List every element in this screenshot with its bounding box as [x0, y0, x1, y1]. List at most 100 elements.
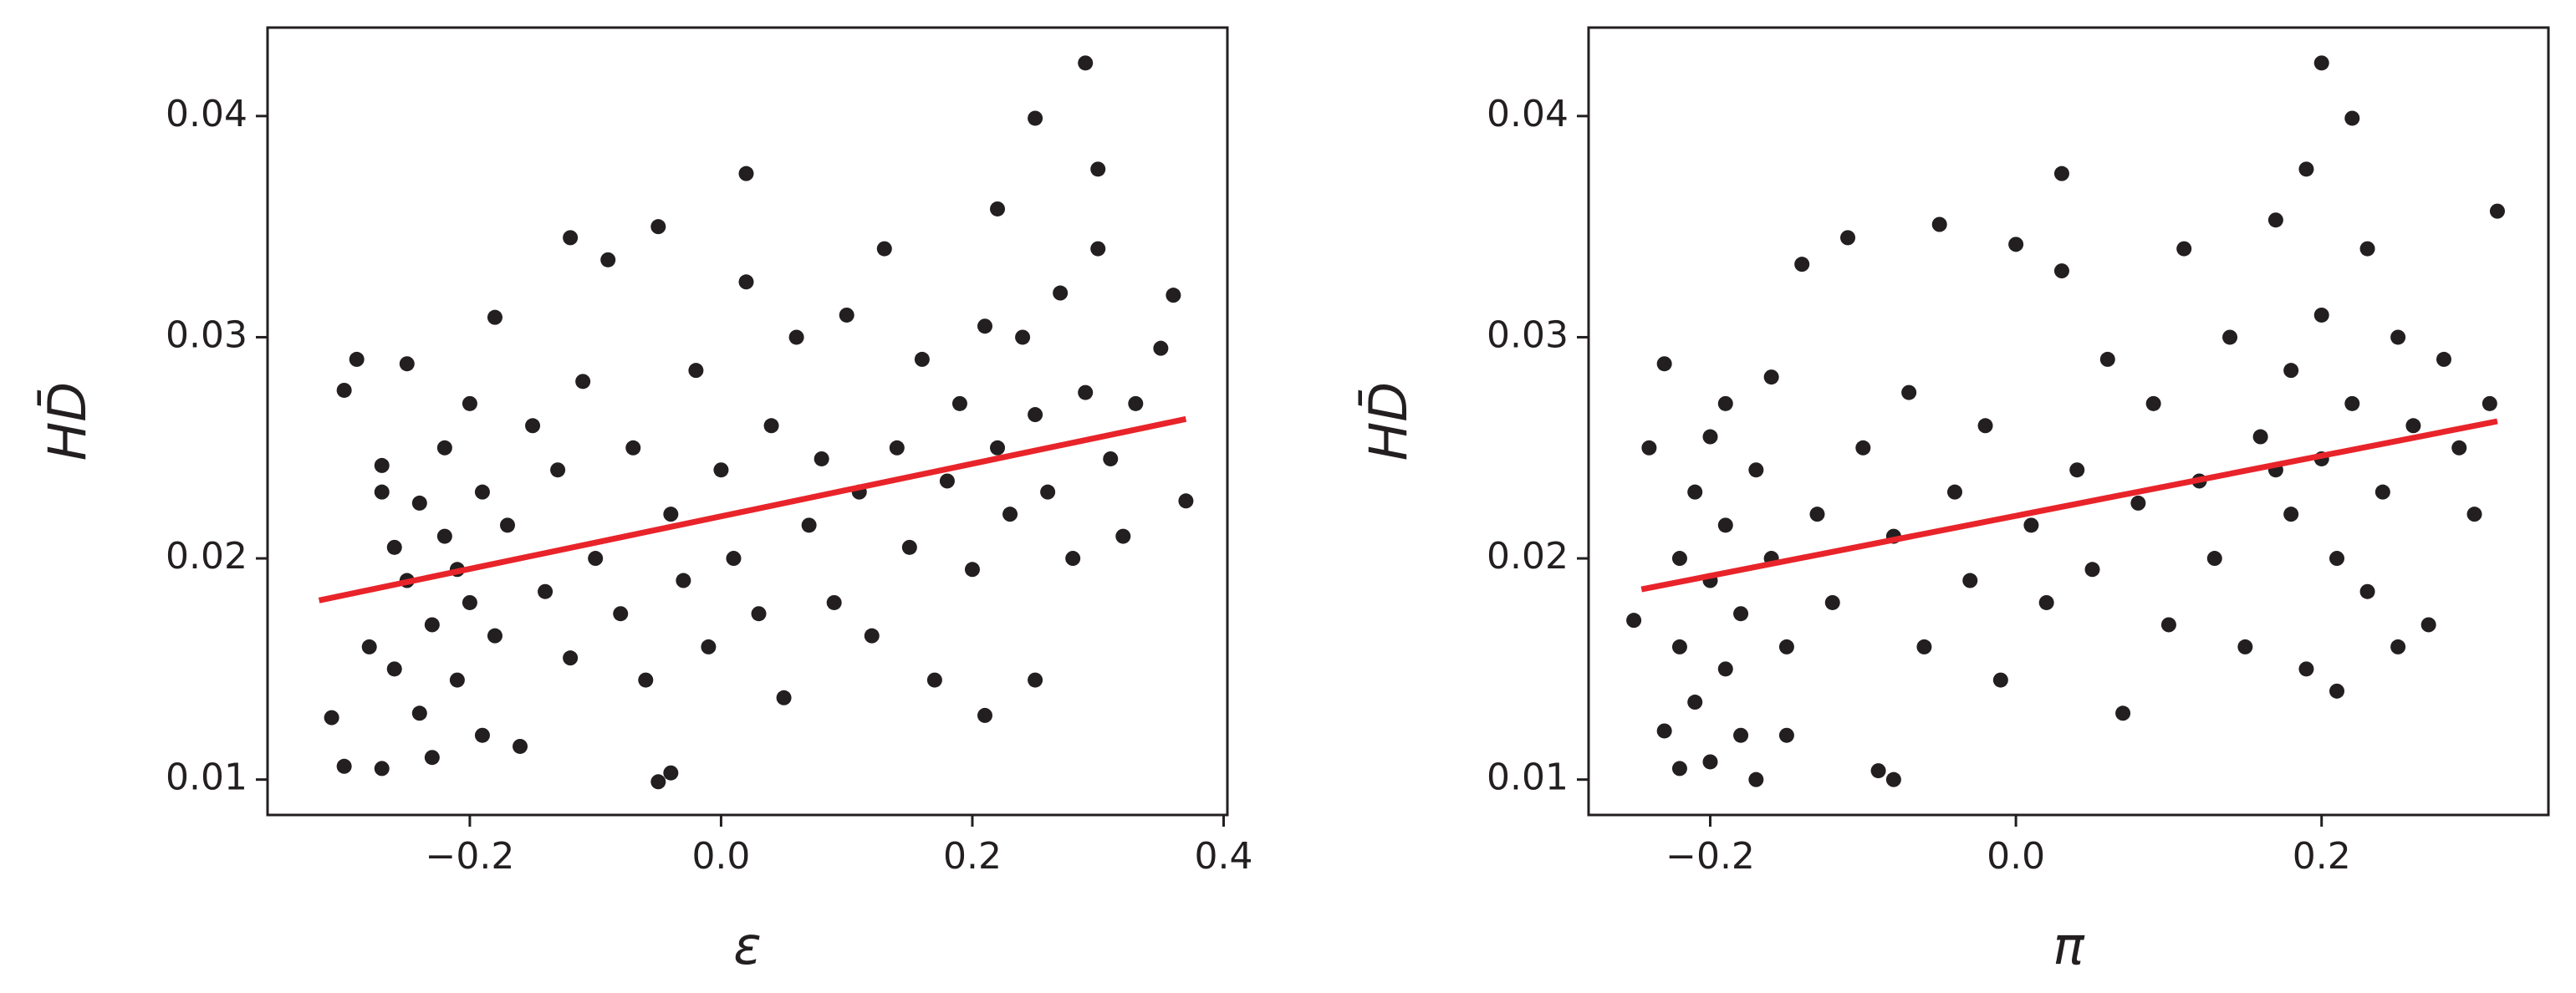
point [763, 418, 779, 434]
point [324, 710, 339, 726]
point [449, 672, 465, 688]
point [462, 594, 477, 610]
point [2176, 241, 2192, 257]
point [990, 201, 1006, 216]
point [336, 758, 352, 774]
point [776, 690, 792, 705]
axes-frame [1587, 26, 2550, 817]
point [2222, 329, 2238, 345]
point [1002, 507, 1018, 522]
point [2069, 462, 2085, 478]
point [1090, 241, 1106, 257]
point [2405, 418, 2421, 434]
point [1946, 484, 1962, 500]
point [650, 219, 666, 235]
x-tick-label: 0.4 [1195, 835, 1253, 878]
y-axis-label: HD̄ [1358, 382, 1419, 461]
point [1992, 672, 2008, 688]
point [1028, 672, 1043, 688]
point [663, 765, 679, 781]
point [487, 628, 502, 644]
point [2390, 329, 2406, 345]
point [424, 617, 440, 633]
x-tick-label: −0.2 [1665, 835, 1755, 878]
point [2482, 395, 2497, 411]
point [964, 562, 980, 578]
point [1702, 429, 1718, 445]
point [1916, 639, 1932, 654]
point [538, 583, 553, 599]
y-tick-label: 0.01 [166, 756, 247, 799]
point [713, 462, 729, 478]
point [951, 395, 967, 411]
point [2313, 55, 2329, 71]
point [399, 356, 415, 372]
point [474, 484, 490, 500]
point [1763, 369, 1779, 385]
point [1794, 257, 1810, 272]
y-tick-label: 0.01 [1487, 756, 1569, 799]
point [1078, 384, 1094, 400]
point [2298, 661, 2314, 677]
x-axis-label: ε [733, 915, 762, 976]
y-tick-label: 0.02 [166, 535, 247, 578]
point [1671, 551, 1687, 567]
point [977, 707, 992, 723]
point [1687, 484, 1703, 500]
y-tick-label: 0.02 [1487, 535, 1569, 578]
point [1840, 230, 1856, 246]
point [663, 507, 679, 522]
point [2038, 594, 2054, 610]
point [563, 230, 579, 246]
point [2099, 351, 2115, 367]
point [1931, 216, 1947, 232]
fit-line [318, 415, 1187, 603]
point [1166, 288, 1181, 303]
point [1090, 161, 1106, 177]
point [361, 639, 377, 654]
point [625, 440, 641, 456]
point [2489, 203, 2505, 219]
point [563, 650, 579, 666]
point [2313, 307, 2329, 323]
point [2053, 263, 2069, 279]
point [1778, 639, 1794, 654]
point [650, 774, 666, 790]
point [349, 351, 365, 367]
point [1824, 594, 1840, 610]
point [513, 738, 528, 754]
point [1977, 418, 1993, 434]
point [726, 551, 742, 567]
y-tick-label: 0.04 [1487, 93, 1569, 135]
point [500, 517, 515, 533]
point [864, 628, 880, 644]
point [1053, 285, 1069, 301]
point [1015, 329, 1031, 345]
x-tick-label: 0.0 [1987, 835, 2045, 878]
point [701, 639, 717, 654]
point [2359, 241, 2375, 257]
point [1656, 723, 1672, 739]
point [1962, 573, 1978, 588]
point [588, 551, 604, 567]
point [1028, 407, 1043, 423]
point [926, 672, 942, 688]
point [575, 374, 591, 390]
x-tick-label: 0.2 [2293, 835, 2351, 878]
point [2344, 110, 2360, 126]
point [2329, 683, 2345, 699]
point [386, 661, 402, 677]
point [613, 606, 629, 622]
point [1115, 528, 1131, 544]
point [336, 382, 352, 398]
point [1870, 763, 1886, 779]
point [1040, 484, 1056, 500]
point [2115, 705, 2131, 721]
point [2344, 395, 2360, 411]
point [2252, 429, 2268, 445]
y-axis-label: HD̄ [37, 382, 98, 461]
point [2451, 440, 2467, 456]
point [977, 318, 992, 334]
point [1717, 661, 1733, 677]
